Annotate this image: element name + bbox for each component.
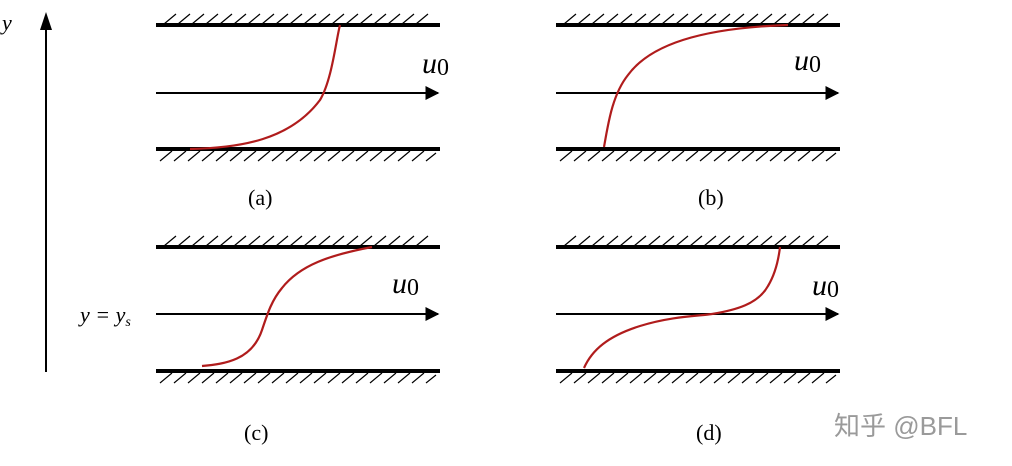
- watermark: 知乎 @BFL: [834, 411, 967, 441]
- top-wall: [556, 235, 840, 249]
- panel-caption: (b): [698, 185, 724, 210]
- panel-caption: (c): [244, 420, 268, 445]
- bottom-wall: [156, 147, 440, 162]
- y-axis-label: y: [0, 10, 12, 35]
- panel-caption: (a): [248, 185, 272, 210]
- velocity-label: u0: [422, 47, 449, 81]
- y-axis: y: [0, 10, 52, 372]
- bottom-wall: [556, 369, 840, 384]
- velocity-profile: [189, 24, 342, 151]
- velocity-profile: [602, 23, 789, 148]
- panel-b: u0 (b): [556, 13, 840, 210]
- top-wall: [156, 235, 440, 249]
- panel-a: u0 (a): [156, 13, 449, 210]
- top-wall: [156, 13, 440, 27]
- velocity-label: u0: [794, 44, 821, 78]
- y-axis-arrowhead: [40, 12, 52, 30]
- velocity-profile: [201, 245, 373, 368]
- panel-caption: (d): [696, 420, 722, 445]
- velocity-label: u0: [812, 269, 839, 303]
- ys-label: y = ys: [78, 302, 131, 330]
- velocity-label: u0: [392, 267, 419, 301]
- bottom-wall: [556, 147, 840, 162]
- top-wall: [556, 13, 840, 27]
- velocity-profile: [582, 246, 782, 369]
- bottom-wall: [156, 369, 440, 384]
- panel-d: u0 (d): [556, 235, 840, 445]
- panel-c: u0 (c): [156, 235, 440, 445]
